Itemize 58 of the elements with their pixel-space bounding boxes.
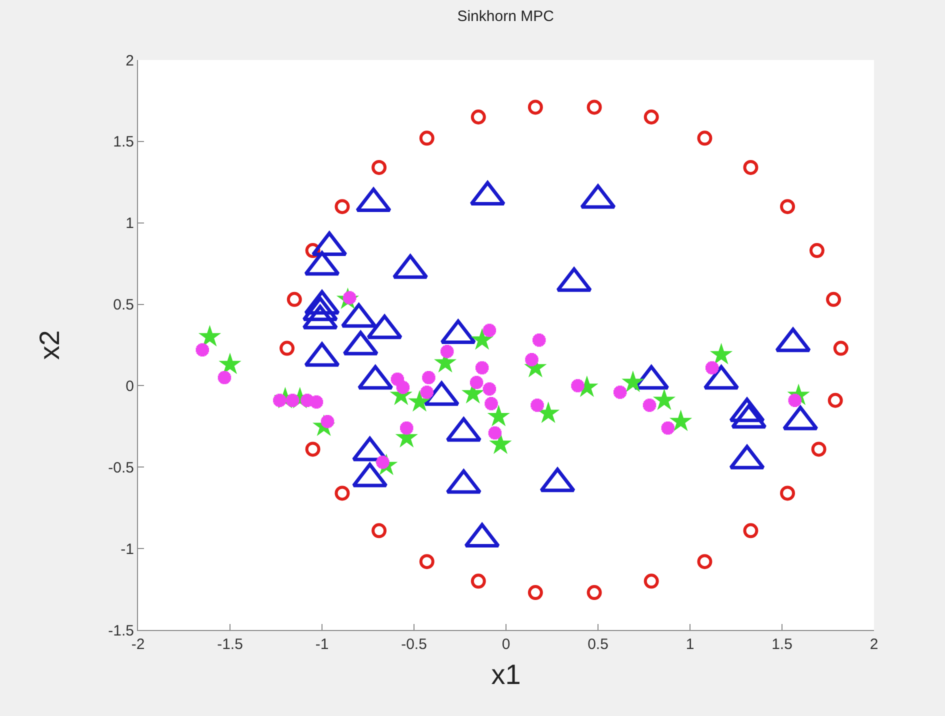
- point: [780, 199, 796, 214]
- x-tick-label: 1.5: [772, 636, 792, 653]
- x-tick-label: -0.5: [401, 636, 427, 653]
- point: [710, 342, 733, 364]
- point: [280, 340, 295, 356]
- point: [811, 442, 826, 457]
- x-tick-label: 2: [870, 636, 878, 653]
- y-tick-label: -0.5: [108, 459, 134, 476]
- point: [408, 390, 431, 412]
- chart-title: Sinkhorn MPC: [457, 8, 554, 26]
- point: [218, 352, 242, 374]
- point: [419, 130, 434, 146]
- point: [586, 585, 602, 600]
- point: [586, 100, 602, 115]
- y-tick-label: 1.5: [113, 134, 134, 151]
- x-tick-label: -2: [131, 636, 145, 653]
- point: [528, 585, 543, 600]
- point: [669, 410, 692, 432]
- x-tick-label: -1.5: [217, 636, 243, 653]
- point: [528, 100, 543, 115]
- point: [652, 388, 676, 410]
- point: [487, 404, 510, 426]
- point: [697, 554, 712, 570]
- point: [697, 130, 712, 146]
- y-tick-label: 0: [126, 378, 134, 395]
- y-tick-label: 2: [126, 52, 134, 70]
- point: [644, 110, 659, 124]
- y-axis-title: x2: [34, 330, 65, 360]
- point: [334, 199, 350, 214]
- x-axis-title: x1: [491, 659, 521, 690]
- y-tick-label: -1.5: [108, 622, 134, 640]
- point: [480, 380, 498, 398]
- x-tick-label: 1: [686, 636, 694, 653]
- point: [470, 574, 486, 589]
- x-tick-label: 0: [502, 636, 510, 653]
- point: [833, 340, 848, 356]
- point: [470, 328, 494, 350]
- point: [286, 292, 302, 307]
- y-tick-label: 1: [126, 215, 134, 232]
- point: [470, 110, 486, 124]
- point: [644, 574, 659, 589]
- point: [419, 554, 434, 570]
- point: [809, 243, 824, 258]
- point: [780, 486, 796, 501]
- y-tick-label: 0.5: [113, 296, 134, 314]
- point: [622, 370, 644, 392]
- point: [372, 160, 387, 175]
- point: [198, 324, 222, 346]
- x-tick-label: 0.5: [588, 636, 608, 653]
- x-tick-label: -1: [315, 636, 329, 653]
- point: [743, 160, 758, 175]
- point: [828, 392, 843, 408]
- y-tick-label: -1: [120, 540, 134, 558]
- point: [305, 442, 320, 457]
- point: [372, 523, 387, 538]
- point: [743, 523, 758, 538]
- point: [826, 292, 842, 307]
- point: [334, 486, 350, 501]
